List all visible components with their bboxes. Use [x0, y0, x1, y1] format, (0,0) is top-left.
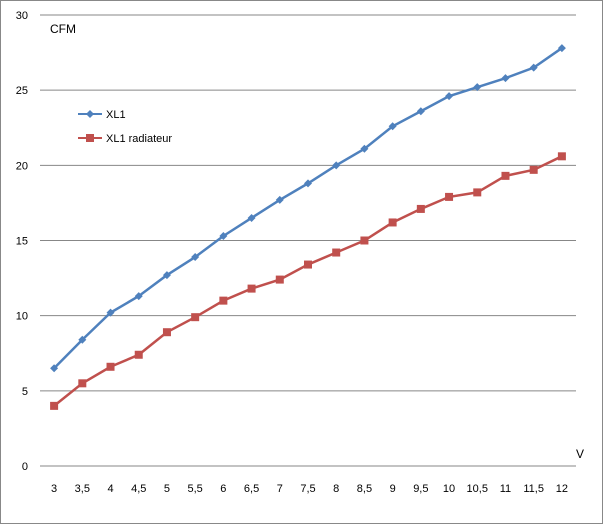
series-xl1-radiateur [50, 152, 566, 410]
x-tick-label: 7 [277, 483, 283, 495]
data-point [473, 83, 482, 92]
x-tick-labels: 3 3,5 4 4,5 5 5,5 6 6,5 7 7,5 8 8,5 9 9,5 10 10,5 11 11,5… [51, 483, 568, 495]
x-tick-label: 10,5 [467, 483, 488, 495]
y-tick-label: 20 [16, 160, 28, 172]
x-tick-label: 3,5 [75, 483, 90, 495]
data-point [134, 350, 143, 359]
data-point [445, 92, 454, 101]
data-point [162, 271, 171, 280]
data-point [304, 260, 312, 269]
data-point [247, 284, 256, 293]
series-group [50, 44, 566, 410]
y-tick-label: 30 [16, 10, 28, 22]
legend-item-xl1-radiateur: XL1 radiateur [78, 133, 172, 145]
data-point [50, 364, 59, 373]
legend-label-xl1-radiateur: XL1 radiateur [106, 133, 172, 145]
x-tick-label: 6,5 [244, 483, 259, 495]
data-point [78, 335, 87, 344]
data-point [162, 328, 171, 337]
data-point [134, 292, 143, 301]
data-point [473, 188, 482, 197]
legend: XL1 XL1 radiateur [78, 109, 172, 145]
data-point [191, 313, 200, 322]
x-tick-label: 10 [443, 483, 455, 495]
y-tick-label: 25 [16, 85, 28, 97]
data-point [501, 171, 510, 180]
legend-square-marker-icon [86, 134, 94, 142]
series-xl1 [50, 44, 566, 373]
x-tick-label: 12 [556, 483, 568, 495]
x-tick-label: 11 [500, 483, 511, 495]
data-point [247, 213, 256, 222]
data-point [106, 362, 115, 371]
y-tick-label: 15 [16, 236, 28, 248]
x-tick-label: 9,5 [413, 483, 428, 495]
data-point [191, 253, 200, 262]
y-tick-label: 0 [22, 461, 28, 473]
data-point [332, 161, 341, 170]
y-tick-label: 10 [16, 311, 28, 323]
data-point [557, 44, 566, 53]
data-point [557, 152, 566, 161]
data-point [388, 218, 397, 227]
x-tick-label: 5,5 [188, 483, 203, 495]
gridlines [40, 14, 576, 467]
data-point [388, 122, 397, 131]
legend-diamond-marker-icon [86, 110, 94, 118]
data-point [445, 192, 454, 201]
data-point [360, 144, 369, 153]
legend-item-xl1: XL1 [78, 109, 126, 121]
x-tick-label: 4 [107, 483, 113, 495]
x-tick-label: 11,5 [523, 483, 544, 495]
series-line [53, 47, 563, 370]
data-point [219, 231, 228, 240]
x-tick-label: 8,5 [357, 483, 372, 495]
data-point [332, 248, 341, 257]
x-tick-label: 9 [390, 483, 396, 495]
y-tick-label: 5 [22, 386, 28, 398]
data-point [360, 236, 369, 245]
data-point [275, 275, 284, 284]
x-tick-label: 5 [164, 483, 170, 495]
y-tick-labels: 0 5 10 15 20 25 30 [16, 10, 28, 473]
series-line [53, 155, 563, 407]
data-point [529, 63, 538, 72]
x-tick-label: 7,5 [300, 483, 315, 495]
data-point [106, 308, 115, 317]
x-tick-label: 8 [333, 483, 339, 495]
legend-label-xl1: XL1 [106, 109, 126, 121]
data-point [304, 179, 312, 188]
data-point [219, 296, 228, 305]
x-tick-label: 4,5 [131, 483, 146, 495]
data-point [275, 195, 284, 204]
y-axis-label: CFM [50, 22, 76, 36]
data-point [529, 165, 538, 174]
x-axis-label: V [576, 447, 584, 461]
data-point [416, 204, 425, 213]
data-point [416, 107, 425, 116]
data-point [50, 401, 59, 410]
data-point [501, 74, 510, 83]
data-point [78, 379, 87, 388]
x-tick-label: 6 [220, 483, 226, 495]
x-tick-label: 3 [51, 483, 57, 495]
